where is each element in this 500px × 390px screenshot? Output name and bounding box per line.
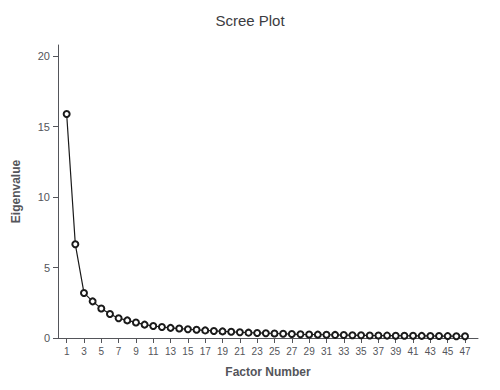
svg-text:11: 11 — [148, 346, 159, 357]
svg-text:0: 0 — [44, 332, 50, 344]
svg-text:3: 3 — [81, 346, 87, 357]
svg-text:1: 1 — [64, 346, 70, 357]
svg-text:5: 5 — [44, 262, 50, 274]
svg-text:29: 29 — [304, 346, 316, 357]
svg-text:45: 45 — [442, 346, 454, 357]
svg-text:47: 47 — [459, 346, 471, 357]
svg-text:43: 43 — [425, 346, 437, 357]
svg-text:15: 15 — [38, 121, 50, 133]
svg-text:Scree Plot: Scree Plot — [215, 12, 285, 29]
svg-text:27: 27 — [286, 346, 298, 357]
svg-text:31: 31 — [321, 346, 333, 357]
svg-text:39: 39 — [390, 346, 402, 357]
svg-text:Eigenvalue: Eigenvalue — [9, 159, 23, 223]
svg-text:7: 7 — [116, 346, 122, 357]
svg-text:10: 10 — [38, 191, 50, 203]
svg-text:35: 35 — [356, 346, 368, 357]
svg-text:15: 15 — [182, 346, 194, 357]
svg-text:19: 19 — [217, 346, 229, 357]
svg-text:17: 17 — [200, 346, 212, 357]
svg-text:21: 21 — [234, 346, 246, 357]
svg-text:9: 9 — [133, 346, 139, 357]
svg-text:25: 25 — [269, 346, 281, 357]
svg-text:Factor Number: Factor Number — [225, 365, 311, 379]
svg-text:37: 37 — [373, 346, 385, 357]
svg-text:33: 33 — [338, 346, 350, 357]
svg-text:5: 5 — [99, 346, 105, 357]
svg-text:23: 23 — [252, 346, 264, 357]
svg-text:41: 41 — [407, 346, 419, 357]
svg-text:20: 20 — [38, 50, 50, 62]
svg-text:13: 13 — [165, 346, 177, 357]
